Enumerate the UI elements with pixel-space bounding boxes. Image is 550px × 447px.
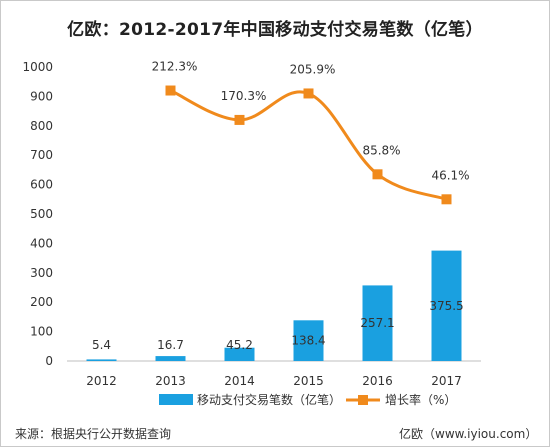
- bar-series: [86, 250, 462, 361]
- bar-2013: [155, 356, 186, 361]
- line-value-labels: 212.3% 170.3% 205.9% 85.8% 46.1%: [152, 60, 470, 183]
- y-tick-label: 700: [30, 148, 53, 162]
- bar-value-label: 5.4: [92, 338, 111, 352]
- y-tick-label: 0: [45, 354, 53, 368]
- growth-rate-line: [169, 89, 448, 201]
- legend-label-bar: 移动支付交易笔数（亿笔）: [197, 392, 341, 407]
- bar-value-label: 375.5: [429, 299, 463, 313]
- legend: 移动支付交易笔数（亿笔） 增长率（%）: [159, 392, 456, 407]
- line-series: [165, 85, 452, 205]
- legend-swatch-marker: [358, 395, 368, 405]
- growth-rate-marker: [441, 194, 452, 205]
- legend-swatch-bar: [159, 394, 193, 405]
- x-tick-label: 2016: [362, 374, 393, 388]
- bar-2014: [224, 347, 255, 361]
- growth-rate-label: 212.3%: [152, 60, 198, 74]
- chart-title: 亿欧：2012-2017年中国移动支付交易笔数（亿笔）: [67, 20, 483, 40]
- x-tick-label: 2013: [155, 374, 186, 388]
- bar-2015: [293, 320, 324, 361]
- x-tick-label: 2017: [431, 374, 462, 388]
- bar-value-label: 16.7: [157, 338, 184, 352]
- y-tick-label: 1000: [22, 60, 53, 74]
- y-tick-label: 800: [30, 119, 53, 133]
- bar-2017: [431, 250, 462, 361]
- source-note: 来源：根据央行公开数据查询: [15, 427, 172, 441]
- growth-rate-label: 205.9%: [290, 62, 336, 76]
- growth-rate-marker: [234, 114, 245, 125]
- brand-credit: 亿欧（www.iyiou.com）: [399, 427, 538, 441]
- y-tick-label: 500: [30, 207, 53, 221]
- y-tick-label: 300: [30, 266, 53, 280]
- y-tick-label: 400: [30, 236, 53, 250]
- growth-rate-marker: [303, 88, 314, 99]
- bar-value-label: 138.4: [291, 334, 325, 348]
- y-tick-label: 200: [30, 295, 53, 309]
- bar-2016: [362, 285, 393, 361]
- growth-rate-label: 46.1%: [431, 168, 469, 182]
- x-tick-label: 2012: [86, 374, 117, 388]
- growth-rate-marker: [165, 85, 176, 96]
- growth-rate-label: 170.3%: [221, 89, 267, 103]
- x-tick-label: 2015: [293, 374, 324, 388]
- bar-2012: [86, 359, 117, 361]
- axes: 0 100 200 300 400 500 600 700 800 900 1000 2012 2013…: [22, 60, 481, 388]
- x-tick-label: 2014: [224, 374, 255, 388]
- bar-value-label: 45.2: [226, 338, 253, 352]
- bar-value-labels: 5.4 16.7 45.2 138.4 257.1 375.5: [92, 299, 464, 352]
- bar-value-label: 257.1: [360, 316, 394, 330]
- growth-rate-label: 85.8%: [362, 143, 400, 157]
- y-tick-label: 100: [30, 325, 53, 339]
- legend-label-line: 增长率（%）: [385, 392, 456, 407]
- y-tick-label: 900: [30, 89, 53, 103]
- y-tick-label: 600: [30, 178, 53, 192]
- growth-rate-marker: [372, 169, 383, 180]
